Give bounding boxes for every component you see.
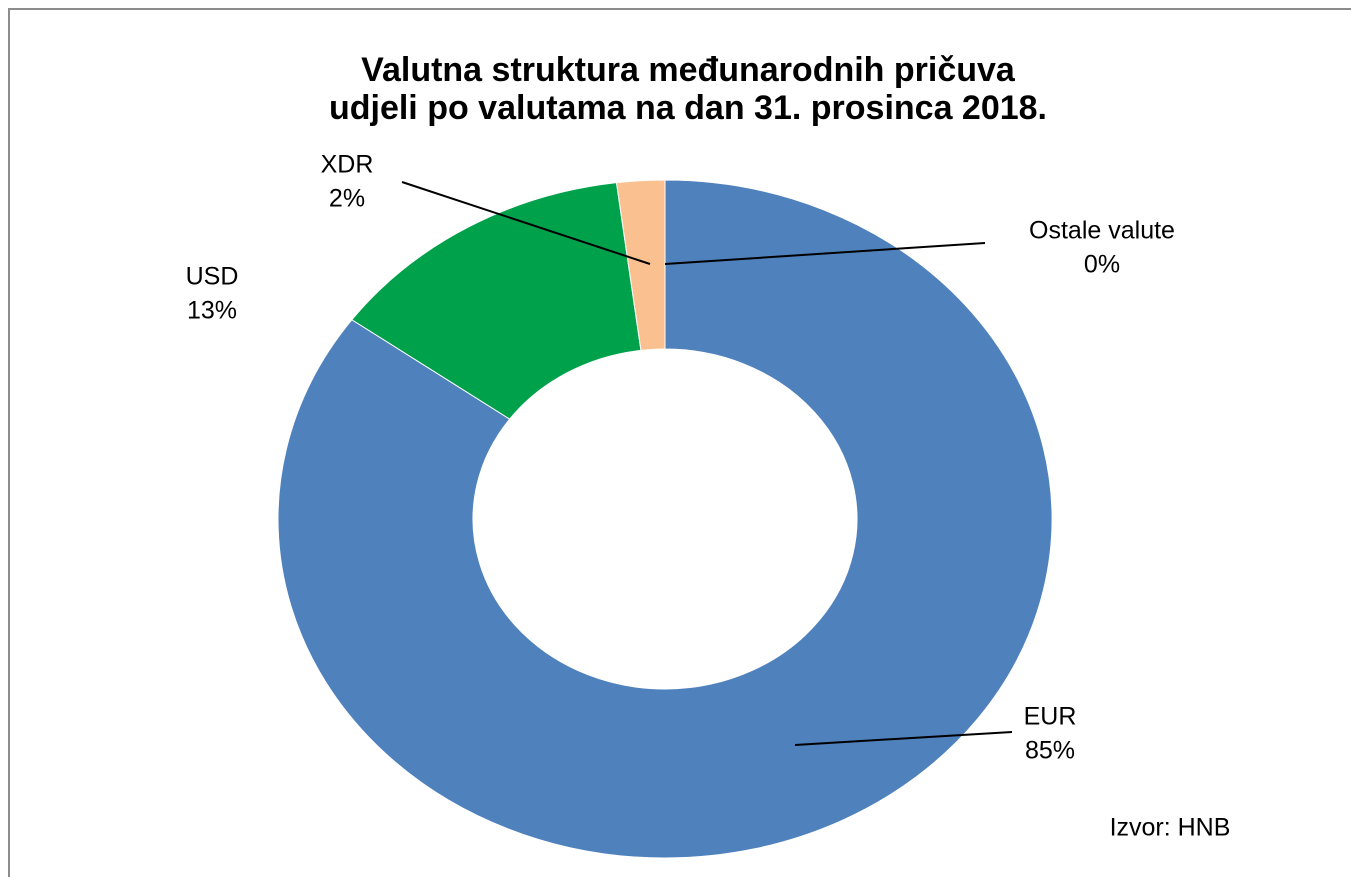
chart-title: Valutna struktura međunarodnih pričuva bbox=[361, 51, 1016, 89]
slice-label: EUR bbox=[1024, 703, 1077, 731]
chart-border bbox=[8, 8, 1351, 877]
leader-line bbox=[794, 731, 1013, 746]
slice-label: XDR bbox=[321, 151, 374, 179]
slice-label: Ostale valute bbox=[1029, 217, 1175, 245]
slice-value-label: 0% bbox=[1084, 251, 1120, 279]
slice-value-label: 13% bbox=[187, 297, 237, 325]
slice-label: USD bbox=[186, 263, 239, 291]
slice-value-label: 2% bbox=[329, 185, 365, 213]
chart-subtitle: udjeli po valutama na dan 31. prosinca 2… bbox=[329, 89, 1047, 127]
leader-line bbox=[401, 181, 651, 265]
donut-slice bbox=[351, 182, 642, 420]
donut-slice bbox=[277, 179, 1053, 859]
source-note: Izvor: HNB bbox=[1110, 814, 1231, 842]
leader-line bbox=[664, 242, 986, 265]
slice-value-label: 85% bbox=[1025, 737, 1075, 765]
